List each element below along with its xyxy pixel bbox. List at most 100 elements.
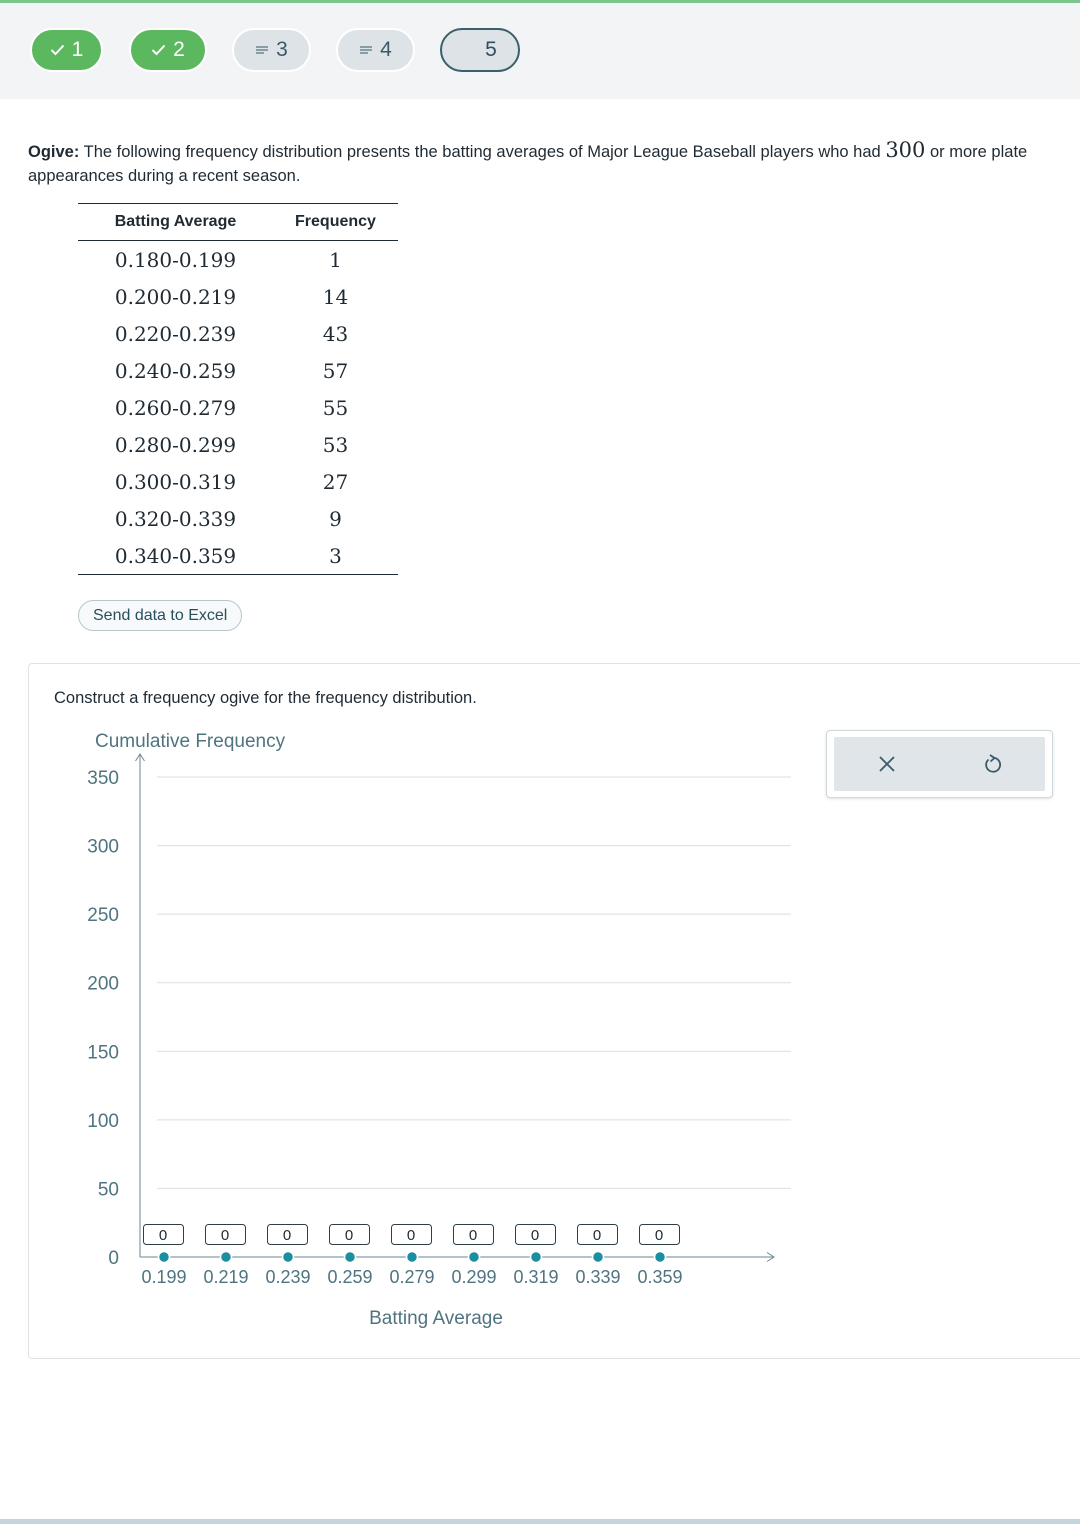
frequency-cell: 3 (329, 543, 342, 568)
x-tick-label: 0.239 (265, 1267, 310, 1287)
batting-average-cell: 0.220-0.239 (114, 321, 237, 346)
table-row: 0.280-0.299 53 (78, 426, 398, 463)
table-row: 0.220-0.239 43 (78, 315, 398, 352)
step-5-button[interactable]: 5 (440, 28, 520, 72)
x-tick-labels: 0.199 0.219 0.239 0.259 0.279 0.299 0.319 0.339… (141, 1267, 682, 1287)
value-box[interactable] (205, 1224, 246, 1245)
question-label: Ogive: (28, 143, 80, 161)
question-text-before: The following frequency distribution pre… (79, 143, 886, 161)
y-tick-label: 200 (87, 974, 119, 995)
batting-average-cell: 0.280-0.299 (114, 432, 237, 457)
value-box[interactable] (329, 1224, 370, 1245)
ogive-chart[interactable]: Cumulative Frequency Batting Average 050… (0, 0, 1080, 1400)
value-box[interactable] (577, 1224, 618, 1245)
table-body: 0.180-0.199 1 0.200-0.219 14 0.220-0.239 43 0.… (78, 241, 398, 574)
value-box[interactable] (391, 1224, 432, 1245)
value-label: 0 (531, 1227, 539, 1244)
x-tick-label: 0.339 (575, 1267, 620, 1287)
frequency-cell: 27 (322, 469, 349, 494)
ogive-point[interactable] (281, 1250, 295, 1264)
value-box[interactable] (453, 1224, 494, 1245)
value-label: 0 (221, 1227, 229, 1244)
batting-average-cell: 0.180-0.199 (114, 247, 237, 272)
y-tick-label: 100 (87, 1111, 119, 1132)
graph-tools-panel (826, 730, 1053, 798)
check-icon (50, 44, 64, 56)
value-label: 0 (345, 1227, 353, 1244)
x-axis-label: Batting Average (369, 1308, 503, 1329)
y-axis-arrow (135, 753, 145, 762)
table-row: 0.300-0.319 27 (78, 463, 398, 500)
value-box[interactable] (143, 1224, 184, 1245)
ogive-points (157, 1250, 667, 1264)
value-box[interactable] (267, 1224, 308, 1245)
y-tick-label: 150 (87, 1042, 119, 1063)
table-row: 0.260-0.279 55 (78, 389, 398, 426)
ogive-point[interactable] (529, 1250, 543, 1264)
step-1-button[interactable]: 1 (30, 28, 103, 72)
value-label: 0 (283, 1227, 291, 1244)
axes (135, 753, 775, 1262)
ogive-point[interactable] (467, 1250, 481, 1264)
question-number: 300 (885, 138, 926, 162)
clear-button[interactable] (867, 744, 907, 784)
ogive-point[interactable] (157, 1250, 171, 1264)
step-4-button[interactable]: 4 (336, 28, 415, 72)
x-tick-label: 0.299 (451, 1267, 496, 1287)
x-tick-label: 0.199 (141, 1267, 186, 1287)
bottom-accent-bar (0, 1519, 1080, 1524)
value-label: 0 (655, 1227, 663, 1244)
x-tick-label: 0.219 (203, 1267, 248, 1287)
reset-button[interactable] (972, 744, 1012, 784)
y-tick-labels: 0 50 100 150 200 250 300 350 (87, 768, 119, 1269)
step-3-button[interactable]: 3 (232, 28, 311, 72)
value-label: 0 (593, 1227, 601, 1244)
table-row: 0.200-0.219 14 (78, 278, 398, 315)
top-accent-bar (0, 0, 1080, 3)
instruction-text: Construct a frequency ogive for the freq… (54, 689, 477, 707)
batting-average-cell: 0.260-0.279 (114, 395, 237, 420)
y-tick-label: 250 (87, 905, 119, 926)
header-frequency: Frequency (295, 213, 376, 230)
batting-average-cell: 0.300-0.319 (114, 469, 237, 494)
value-box[interactable] (639, 1224, 680, 1245)
x-tick-label: 0.279 (389, 1267, 434, 1287)
x-tick-label: 0.259 (327, 1267, 372, 1287)
ogive-point[interactable] (591, 1250, 605, 1264)
batting-average-cell: 0.320-0.339 (114, 506, 237, 531)
lines-icon (256, 46, 269, 54)
y-tick-label: 300 (87, 837, 119, 858)
table-row: 0.340-0.359 3 (78, 537, 398, 574)
batting-average-cell: 0.340-0.359 (114, 543, 237, 568)
ogive-point[interactable] (405, 1250, 419, 1264)
frequency-cell: 55 (322, 395, 349, 420)
value-label: 0 (159, 1227, 167, 1244)
y-tick-label: 50 (98, 1179, 119, 1200)
header-batting-average: Batting Average (114, 213, 237, 230)
ogive-point[interactable] (343, 1250, 357, 1264)
frequency-cell: 14 (322, 284, 349, 309)
step-label: 3 (276, 38, 288, 61)
value-label: 0 (469, 1227, 477, 1244)
table-row: 0.240-0.259 57 (78, 352, 398, 389)
ogive-point[interactable] (219, 1250, 233, 1264)
x-tick-label: 0.319 (513, 1267, 558, 1287)
frequency-cell: 53 (322, 432, 349, 457)
step-label: 1 (71, 38, 84, 61)
step-label: 2 (173, 38, 185, 61)
ogive-point[interactable] (653, 1250, 667, 1264)
step-label: 4 (380, 38, 392, 61)
frequency-cell: 9 (329, 506, 342, 531)
y-tick-label: 350 (87, 768, 119, 789)
y-tick-label: 0 (108, 1248, 119, 1269)
frequency-cell: 57 (322, 358, 349, 383)
table-header-row: Batting Average Frequency (78, 203, 398, 241)
question-nav: 1 2 3 4 5 (0, 3, 1080, 99)
value-box[interactable] (515, 1224, 556, 1245)
table-row: 0.320-0.339 9 (78, 500, 398, 537)
x-tick-label: 0.359 (637, 1267, 682, 1287)
send-to-excel-button[interactable]: Send data to Excel (78, 600, 243, 631)
step-2-button[interactable]: 2 (129, 28, 207, 72)
undo-icon (985, 754, 1002, 773)
frequency-cell: 1 (329, 247, 342, 272)
